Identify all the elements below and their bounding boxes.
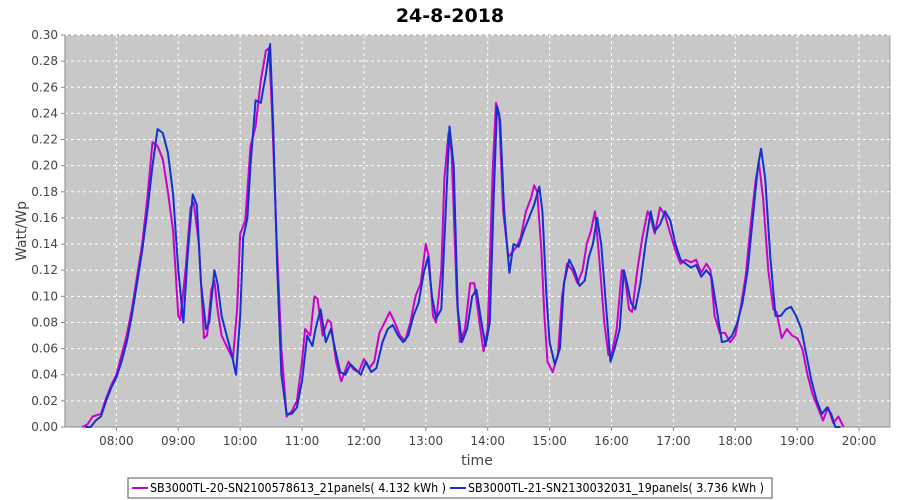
y-tick-label: 0.28 bbox=[31, 54, 58, 68]
chart-title: 24-8-2018 bbox=[396, 5, 504, 27]
y-tick-label: 0.08 bbox=[31, 315, 58, 329]
y-tick-label: 0.26 bbox=[31, 80, 58, 94]
x-tick-label: 17:00 bbox=[656, 434, 691, 448]
x-axis-label: time bbox=[461, 453, 493, 469]
x-tick-label: 19:00 bbox=[780, 434, 815, 448]
x-tick-label: 11:00 bbox=[285, 434, 320, 448]
y-tick-label: 0.10 bbox=[31, 289, 58, 303]
y-tick-label: 0.20 bbox=[31, 159, 58, 173]
x-tick-label: 09:00 bbox=[161, 434, 196, 448]
y-tick-label: 0.12 bbox=[31, 263, 58, 277]
y-tick-label: 0.16 bbox=[31, 211, 58, 225]
y-tick-label: 0.14 bbox=[31, 237, 58, 251]
x-tick-label: 14:00 bbox=[470, 434, 505, 448]
x-tick-label: 15:00 bbox=[532, 434, 567, 448]
y-tick-label: 0.22 bbox=[31, 133, 58, 147]
y-tick-label: 0.18 bbox=[31, 185, 58, 199]
plot-area: 0.00 0.02 0.04 0.06 0.08 0.10 0.12 0.14 0.16 0.18… bbox=[31, 28, 891, 448]
x-tick-label: 08:00 bbox=[99, 434, 134, 448]
legend-label-1: SB3000TL-20-SN2100578613_21panels( 4.132… bbox=[150, 481, 446, 495]
series-line-1 bbox=[81, 47, 845, 428]
legend: SB3000TL-20-SN2100578613_21panels( 4.132… bbox=[127, 477, 773, 499]
y-tick-label: 0.06 bbox=[31, 342, 58, 356]
x-tick-label: 13:00 bbox=[409, 434, 444, 448]
x-tick-label: 12:00 bbox=[347, 434, 382, 448]
x-tick-label: 18:00 bbox=[718, 434, 753, 448]
y-tick-label: 0.00 bbox=[31, 420, 58, 434]
x-tick-label: 16:00 bbox=[594, 434, 629, 448]
y-tick-label: 0.24 bbox=[31, 106, 58, 120]
y-tick-label: 0.04 bbox=[31, 368, 58, 382]
y-tick-label: 0.30 bbox=[31, 28, 58, 42]
y-axis-label: Watt/Wp bbox=[14, 201, 30, 261]
y-tick-label: 0.02 bbox=[31, 394, 58, 408]
x-tick-label: 20:00 bbox=[842, 434, 877, 448]
series-line-2 bbox=[85, 43, 841, 428]
x-tick-label: 10:00 bbox=[223, 434, 258, 448]
legend-label-2: SB3000TL-21-SN2130032031_19panels( 3.736… bbox=[468, 481, 764, 495]
